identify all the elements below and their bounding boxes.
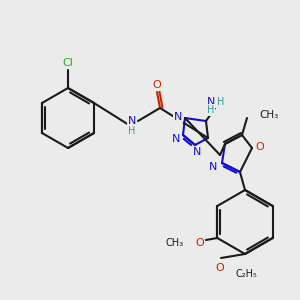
Text: N: N xyxy=(209,162,217,172)
Text: CH₃: CH₃ xyxy=(259,110,278,120)
Text: N: N xyxy=(193,147,201,157)
Text: CH₃: CH₃ xyxy=(166,238,184,248)
Text: N: N xyxy=(128,116,136,126)
Text: N: N xyxy=(174,112,182,122)
Text: Cl: Cl xyxy=(63,58,74,68)
Text: O: O xyxy=(216,263,224,273)
Text: C₂H₅: C₂H₅ xyxy=(236,269,258,279)
Text: O: O xyxy=(256,142,264,152)
Text: N: N xyxy=(172,134,180,144)
Text: H: H xyxy=(217,97,225,107)
Text: O: O xyxy=(196,238,204,248)
Text: N: N xyxy=(207,97,215,107)
Text: H: H xyxy=(128,126,136,136)
Text: O: O xyxy=(153,80,161,90)
Text: H: H xyxy=(207,105,215,115)
